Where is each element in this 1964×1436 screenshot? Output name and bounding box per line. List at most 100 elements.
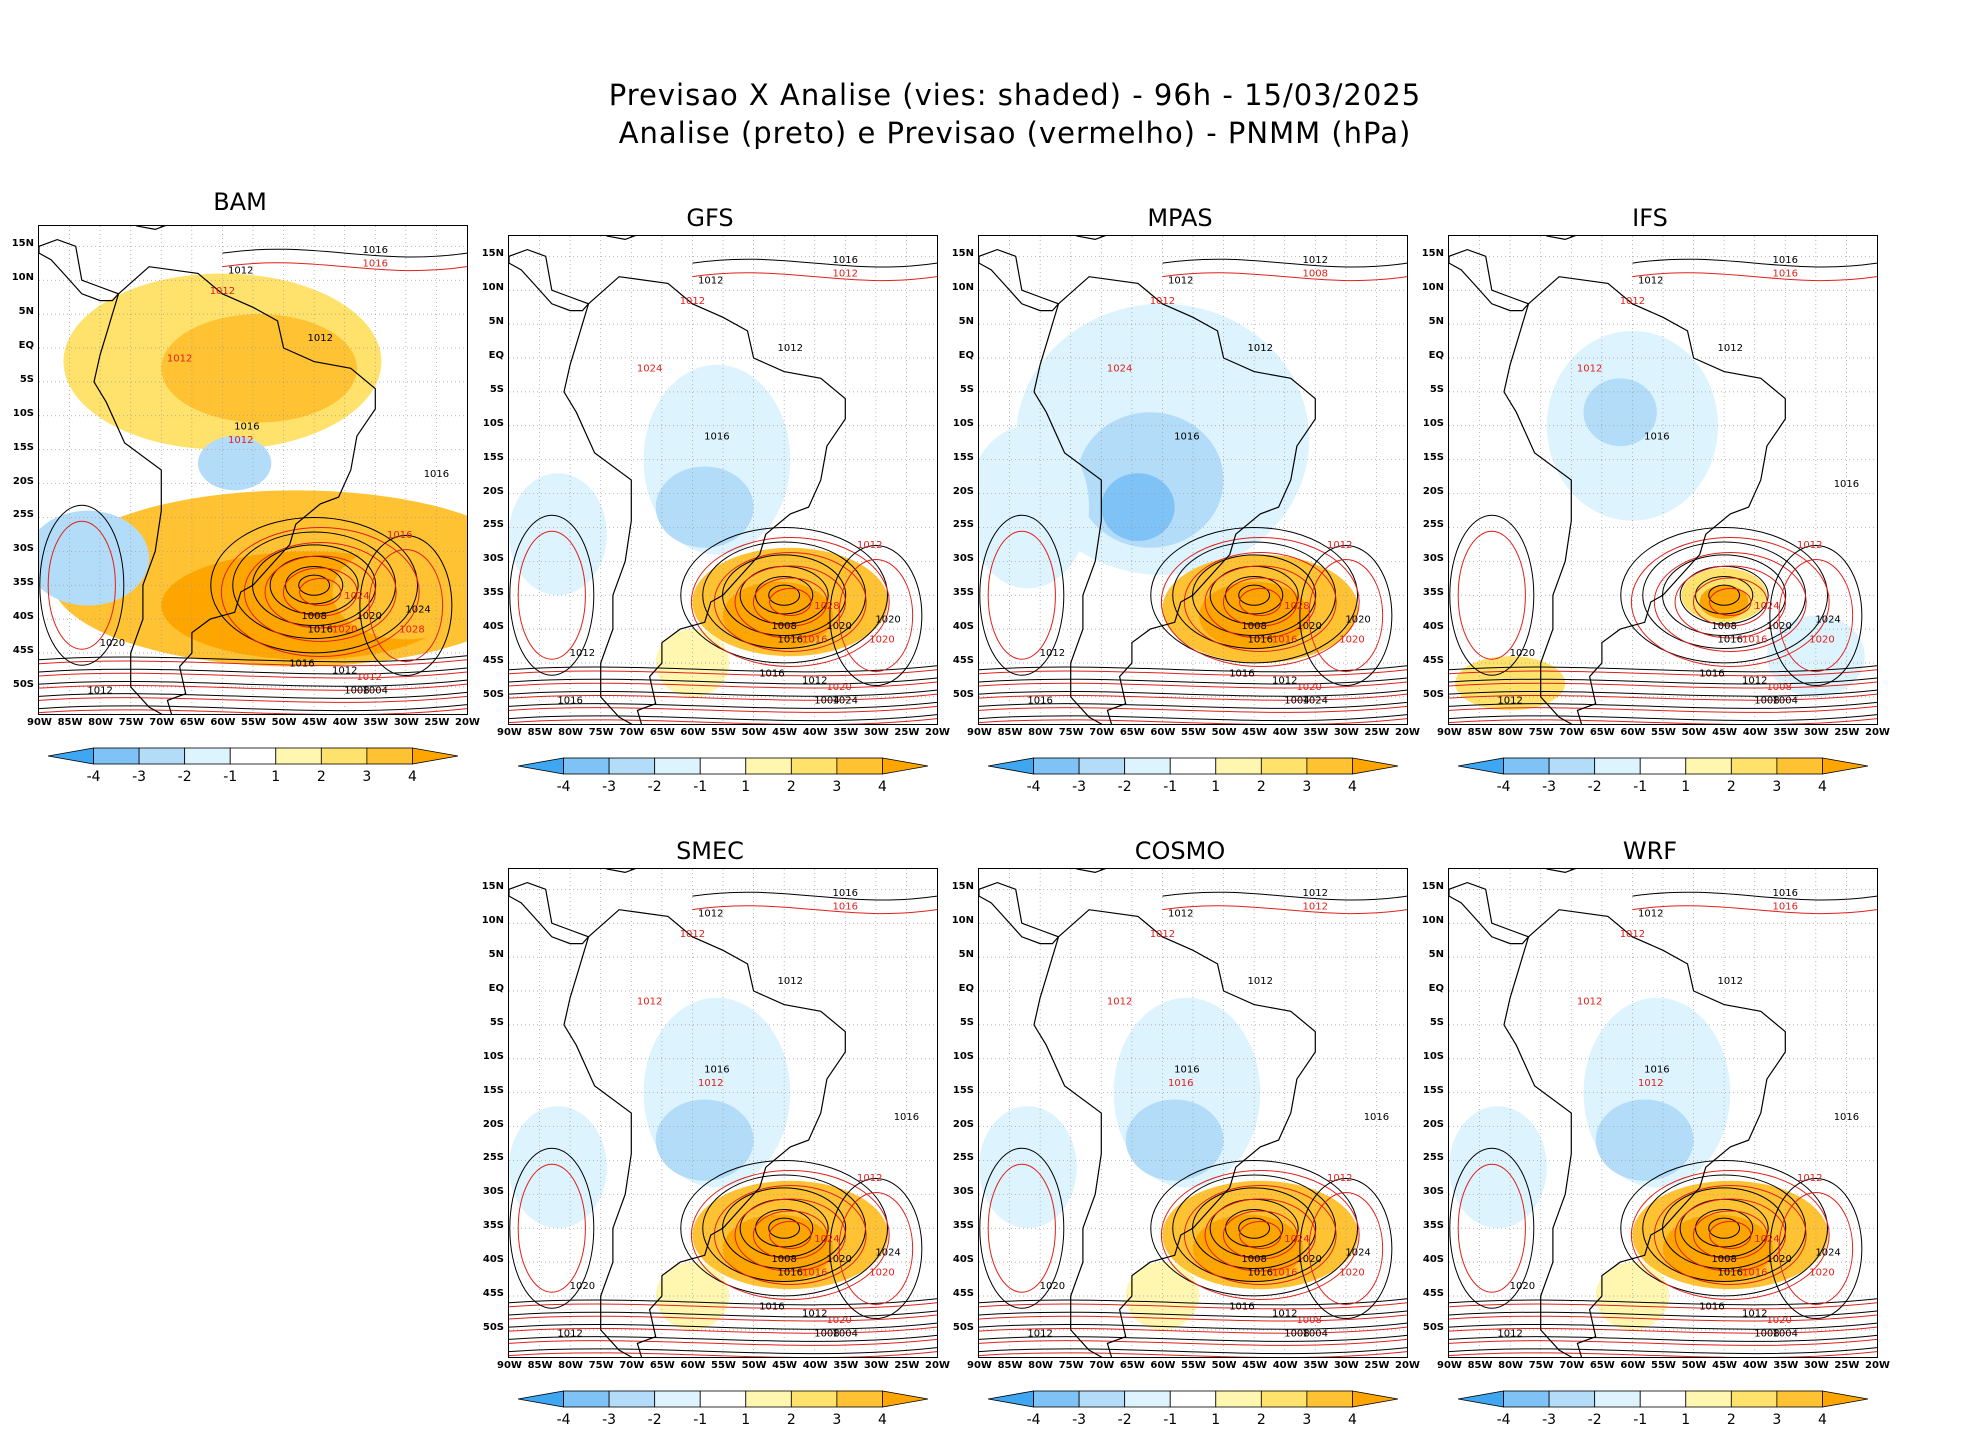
latitude-tick-label: 10N	[11, 272, 34, 284]
analysis-contour	[509, 714, 937, 722]
analysis-contour	[298, 574, 331, 596]
analysis-isobar-label: 1016	[1773, 888, 1798, 899]
latitude-tick-label: 30S	[482, 1186, 504, 1198]
colorbar-tick-label: 1	[271, 769, 281, 785]
analysis-contour	[680, 527, 889, 664]
longitude-tick-label: 40W	[332, 717, 358, 728]
analysis-isobar-label: 1024	[1303, 696, 1328, 707]
forecast-contour	[987, 1163, 1056, 1293]
map-area: 1016 1012 1012 1016 1008 1016 1020 1016 1012 1004…	[508, 235, 938, 725]
forecast-isobar-label: 1012	[167, 354, 192, 365]
bias-shading-area	[1125, 1099, 1224, 1181]
forecast-contour	[690, 1170, 890, 1300]
forecast-isobar-label: 1012	[857, 540, 882, 551]
colorbar-tick-label: 3	[832, 1412, 842, 1428]
analysis-contour	[1695, 576, 1754, 615]
analysis-isobar-label: 1016	[894, 1112, 919, 1123]
analysis-isobar-label: 1012	[1742, 1308, 1767, 1319]
longitude-tick-label: 25W	[1364, 1360, 1390, 1371]
latitude-tick-label: 10N	[481, 915, 504, 927]
analysis-contour	[692, 891, 937, 901]
colorbar-swatches	[517, 757, 929, 775]
forecast-isobar-label: 1012	[1303, 902, 1328, 913]
colorbar-tick-label: -3	[602, 1412, 617, 1428]
forecast-isobar-label: 1012	[1577, 364, 1602, 375]
longitude-tick-label: 45W	[1242, 727, 1268, 738]
longitude-tick-label: 30W	[863, 727, 889, 738]
analysis-isobar-label: 1020	[1040, 1281, 1065, 1292]
colorbar-tick-label: 4	[1817, 1412, 1827, 1428]
latitude-tick-label: 15N	[1421, 248, 1444, 260]
latitude-tick-label: 15S	[952, 1084, 974, 1096]
forecast-isobar-label: 1012	[1577, 997, 1602, 1008]
forecast-contour	[1449, 1302, 1877, 1310]
analysis-isobar-label: 1016	[557, 696, 582, 707]
analysis-contour	[829, 545, 923, 687]
bias-shading-area	[509, 473, 607, 596]
analysis-isobar-label: 1016	[1773, 255, 1798, 266]
colorbar-swatch	[1685, 1390, 1732, 1408]
forecast-contour	[47, 520, 116, 650]
colorbar-tick-label: 3	[1302, 1412, 1312, 1428]
analysis-isobar-label: 1012	[778, 976, 803, 987]
latitude-tick-label: 35S	[12, 577, 34, 589]
analysis-contour	[979, 714, 1407, 722]
latitude-tick-label: 10S	[12, 407, 34, 419]
analysis-isobar-label: 1016	[1174, 1064, 1199, 1075]
figure-title: Previsao X Analise (vies: shaded) - 96h …	[0, 76, 1964, 152]
colorbar-swatch	[1776, 757, 1823, 775]
analysis-isobar-label: 1012	[1638, 275, 1663, 286]
longitude-tick-label: 60W	[1620, 727, 1646, 738]
colorbar-tick-label: -4	[1496, 779, 1511, 795]
forecast-contour	[282, 567, 358, 617]
latitude-tick-label: 20S	[482, 1118, 504, 1130]
coastline	[563, 276, 846, 724]
analysis-isobar-label: 1012	[1272, 675, 1297, 686]
analysis-isobar-label: 1020	[875, 614, 900, 625]
forecast-isobar-label: 1020	[1766, 1315, 1791, 1326]
latitude-tick-label: 40S	[12, 611, 34, 623]
analysis-contour	[39, 679, 467, 687]
coastline	[979, 248, 1060, 312]
panel-title: GFS	[686, 204, 734, 232]
analysis-isobar-label: 1012	[87, 686, 112, 697]
colorbar-labels: -4 -3 -2 -1 1 2 3 4	[518, 779, 928, 797]
longitude-tick-label: 65W	[1589, 1360, 1615, 1371]
analysis-contour	[1238, 1217, 1271, 1239]
longitude-tick-label: 45W	[1712, 727, 1738, 738]
latitude-tick-label: 40S	[1422, 1254, 1444, 1266]
analysis-contour	[509, 677, 937, 685]
analysis-contour	[509, 1310, 937, 1318]
bias-shading-area	[1583, 378, 1657, 447]
forecast-contour	[1449, 718, 1877, 724]
analysis-isobar-label: 1016	[1229, 1302, 1254, 1313]
panel-title: WRF	[1622, 837, 1678, 865]
analysis-isobar-label: 1012	[1718, 976, 1743, 987]
colorbar-swatches	[987, 1390, 1399, 1408]
forecast-isobar-label: 1012	[356, 672, 381, 683]
analysis-contour	[1769, 1178, 1863, 1320]
coastline	[1033, 909, 1316, 1357]
forecast-contour	[1778, 559, 1854, 673]
latitude-tick-label: EQ	[1428, 983, 1444, 994]
analysis-contour	[1225, 1209, 1284, 1248]
bias-shading-area	[39, 510, 150, 606]
analysis-isobar-label: 1008	[1711, 1254, 1736, 1265]
latitude-tick-label: EQ	[1428, 350, 1444, 361]
latitude-tick-label: 45S	[952, 1288, 974, 1299]
colorbar-tick-label: -3	[132, 769, 147, 785]
analysis-isobar-label: 1016	[704, 431, 729, 442]
colorbar-swatch	[608, 757, 656, 775]
analysis-contour	[1620, 527, 1829, 664]
forecast-contour	[769, 588, 812, 616]
forecast-contour	[264, 555, 376, 629]
colorbar-swatch	[699, 757, 747, 775]
bias-shading-area	[197, 436, 272, 491]
longitude-tick-label: 50W	[271, 717, 297, 728]
longitude-tick-label: 80W	[1028, 1360, 1054, 1371]
forecast-isobar-label: 1020	[1809, 1268, 1834, 1279]
longitude-tick-label: 45W	[302, 717, 328, 728]
forecast-isobar-label: 1020	[869, 1268, 894, 1279]
analysis-contour	[979, 1310, 1407, 1318]
latitude-tick-label: 40S	[952, 1254, 974, 1266]
